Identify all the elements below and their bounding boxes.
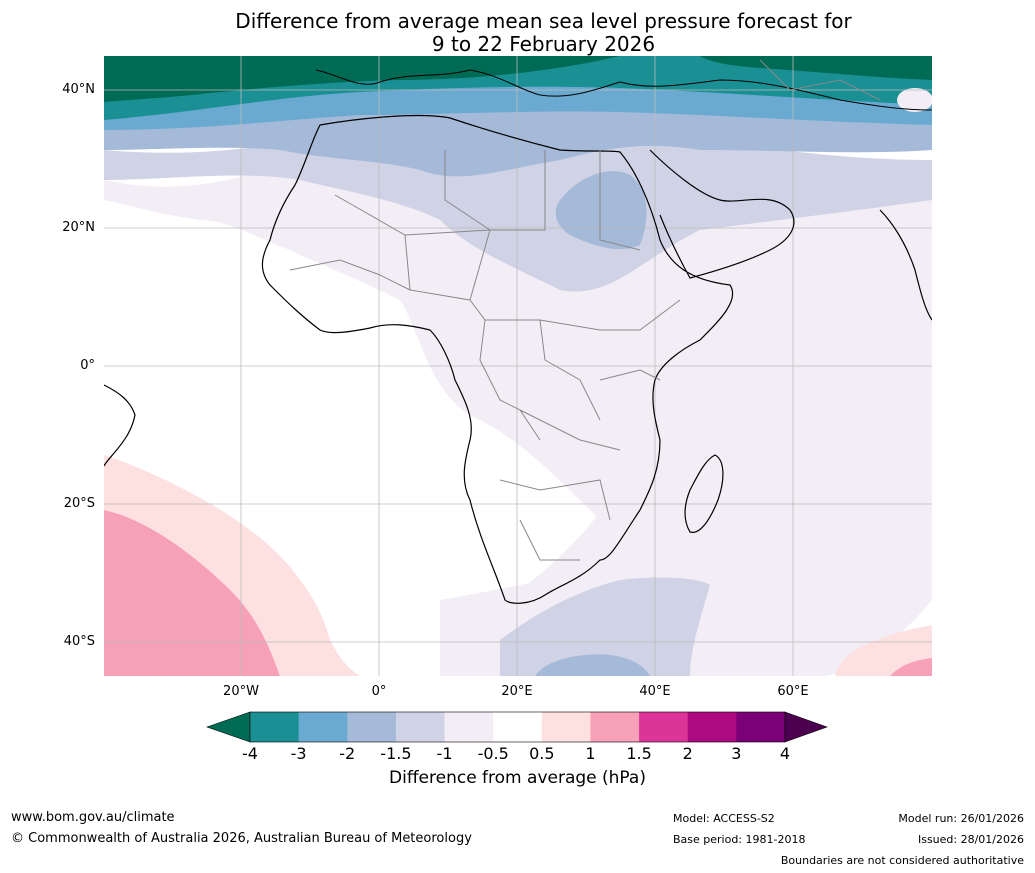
colorbar-label: Difference from average (hPa) [389,768,646,788]
colorbar-segment [298,712,348,742]
anomaly-spot-northeast [897,88,932,112]
colorbar-tick-label: 2 [682,744,693,763]
map-title-line-2: 9 to 22 February 2026 [431,32,656,56]
anomaly-band-minus-1-south [500,577,710,676]
y-tick-20S: 20°S [63,496,95,511]
x-tick-0: 0° [371,684,387,699]
graticule [104,56,932,676]
y-tick-40S: 40°S [63,634,95,649]
anomaly-band-minus-4-east [700,56,932,80]
arabia-coastline [649,149,795,279]
footer-disclaimer: Boundaries are not considered authoritat… [780,854,1024,867]
colorbar-tick-label: -2 [339,744,356,763]
europe-coastline [315,69,932,111]
y-tick-20N: 20°N [62,220,95,235]
x-tick-60E: 60°E [777,684,809,699]
colorbar [206,711,828,743]
anomaly-band-minus-1 [104,117,932,292]
footer-base-period: Base period: 1981-2018 [673,833,806,846]
colorbar-tick-label: -4 [242,744,258,763]
colorbar-tick-label: -0.5 [477,744,509,763]
x-tick-20E: 20°E [501,684,533,699]
colorbar-extend-high [784,711,828,743]
colorbar-segment [395,712,446,742]
colorbar-tick-label: 1.5 [626,744,652,763]
colorbar-segment [590,712,640,742]
anomaly-band-minus-4 [104,56,620,102]
colorbar-tick-label: -1.5 [380,744,412,763]
anomaly-band-plus-1-southeast [890,658,932,676]
colorbar-tick-label: 1 [585,744,596,763]
colorbar-segment [444,712,494,742]
map-title-line-1: Difference from average mean sea level p… [235,9,852,33]
colorbar-tick-label: -3 [290,744,307,763]
footer-url[interactable]: www.bom.gov.au/climate [11,810,175,825]
colorbar-tick-label: 0.5 [529,744,555,763]
colorbar-segment [736,712,786,742]
y-tick-0: 0° [80,358,95,373]
colorbar-segment [687,712,737,742]
india-coastline [879,209,932,321]
colorbar-tick-label: 4 [779,744,791,763]
anomaly-band-plus-0-5-southeast [835,625,932,676]
colorbar-segment [347,712,397,742]
madagascar-coastline [684,454,724,533]
colorbar-tick-label: 3 [731,744,742,763]
footer-model: Model: ACCESS-S2 [673,812,775,825]
footer-model-run: Model run: 26/01/2026 [898,812,1024,825]
x-tick-40E: 40°E [639,684,671,699]
anomaly-pocket-minus-1-5-egypt [555,171,647,250]
south-america-coastline [104,384,136,467]
anomaly-band-plus-1 [104,510,280,676]
africa-coastline [261,114,734,604]
country-borders [289,59,881,561]
colorbar-segment [541,712,591,742]
colorbar-segment [250,712,300,742]
colorbar-extend-low [206,711,251,743]
anomaly-pocket-minus-1-5-south [535,654,650,676]
colorbar-segment [639,712,689,742]
colorbar-tick-label: -1 [436,744,453,763]
footer-issued: Issued: 28/01/2026 [917,833,1024,846]
footer-copyright: © Commonwealth of Australia 2026, Austra… [11,831,472,846]
y-tick-40N: 40°N [62,82,95,97]
colorbar-segment [493,712,543,742]
x-tick-20W: 20°W [223,684,259,699]
